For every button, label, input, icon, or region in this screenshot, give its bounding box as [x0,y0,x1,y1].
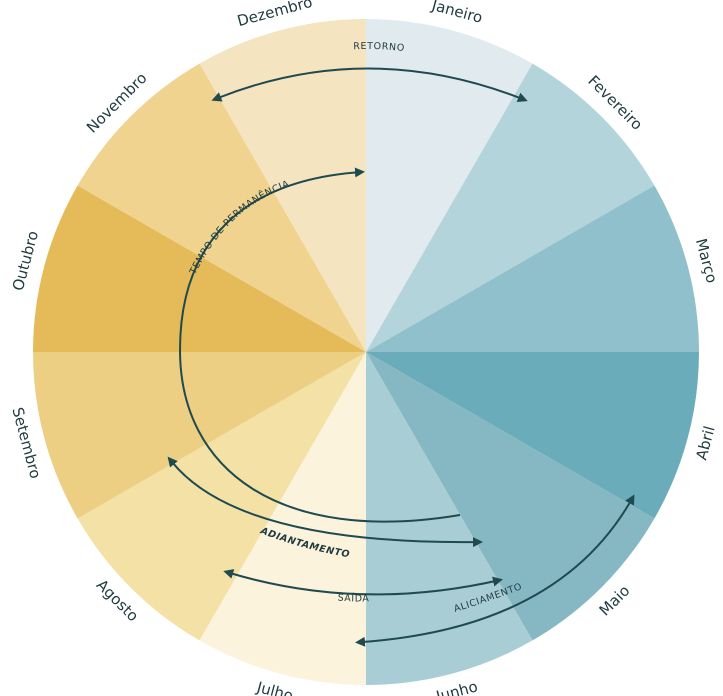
slice-janeiro [366,19,533,352]
slice-abril [366,352,699,519]
slice-outubro [33,185,366,352]
slice-março [366,185,699,352]
retorno-arrow [211,67,528,103]
saida-text: SAÍDA [337,592,369,604]
saida-label: SAÍDA [337,592,370,604]
month-label-setembro: Setembro [8,405,44,480]
month-label-março: Março [692,237,721,286]
slice-novembro [77,63,367,353]
retorno-label: RETORNO [353,41,405,54]
retorno-text: RETORNO [353,41,405,54]
slice-fevereiro [366,63,655,353]
slice-setembro [33,352,366,519]
month-label-outubro: Outubro [9,229,42,293]
month-label-abril: Abril [692,424,718,462]
month-label-janeiro: Janeiro [429,0,484,27]
aliciamento-arrow [355,494,635,647]
month-slices [33,19,699,685]
month-label-junho: Junho [433,677,479,696]
month-label-julho: Julho [254,678,295,696]
slice-dezembro [199,19,366,352]
